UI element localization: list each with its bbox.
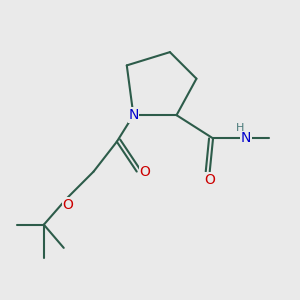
Text: O: O bbox=[140, 165, 151, 178]
Text: H: H bbox=[236, 123, 244, 134]
Text: O: O bbox=[204, 173, 215, 187]
Text: N: N bbox=[128, 108, 139, 122]
Text: O: O bbox=[62, 198, 73, 212]
Text: N: N bbox=[241, 131, 251, 146]
